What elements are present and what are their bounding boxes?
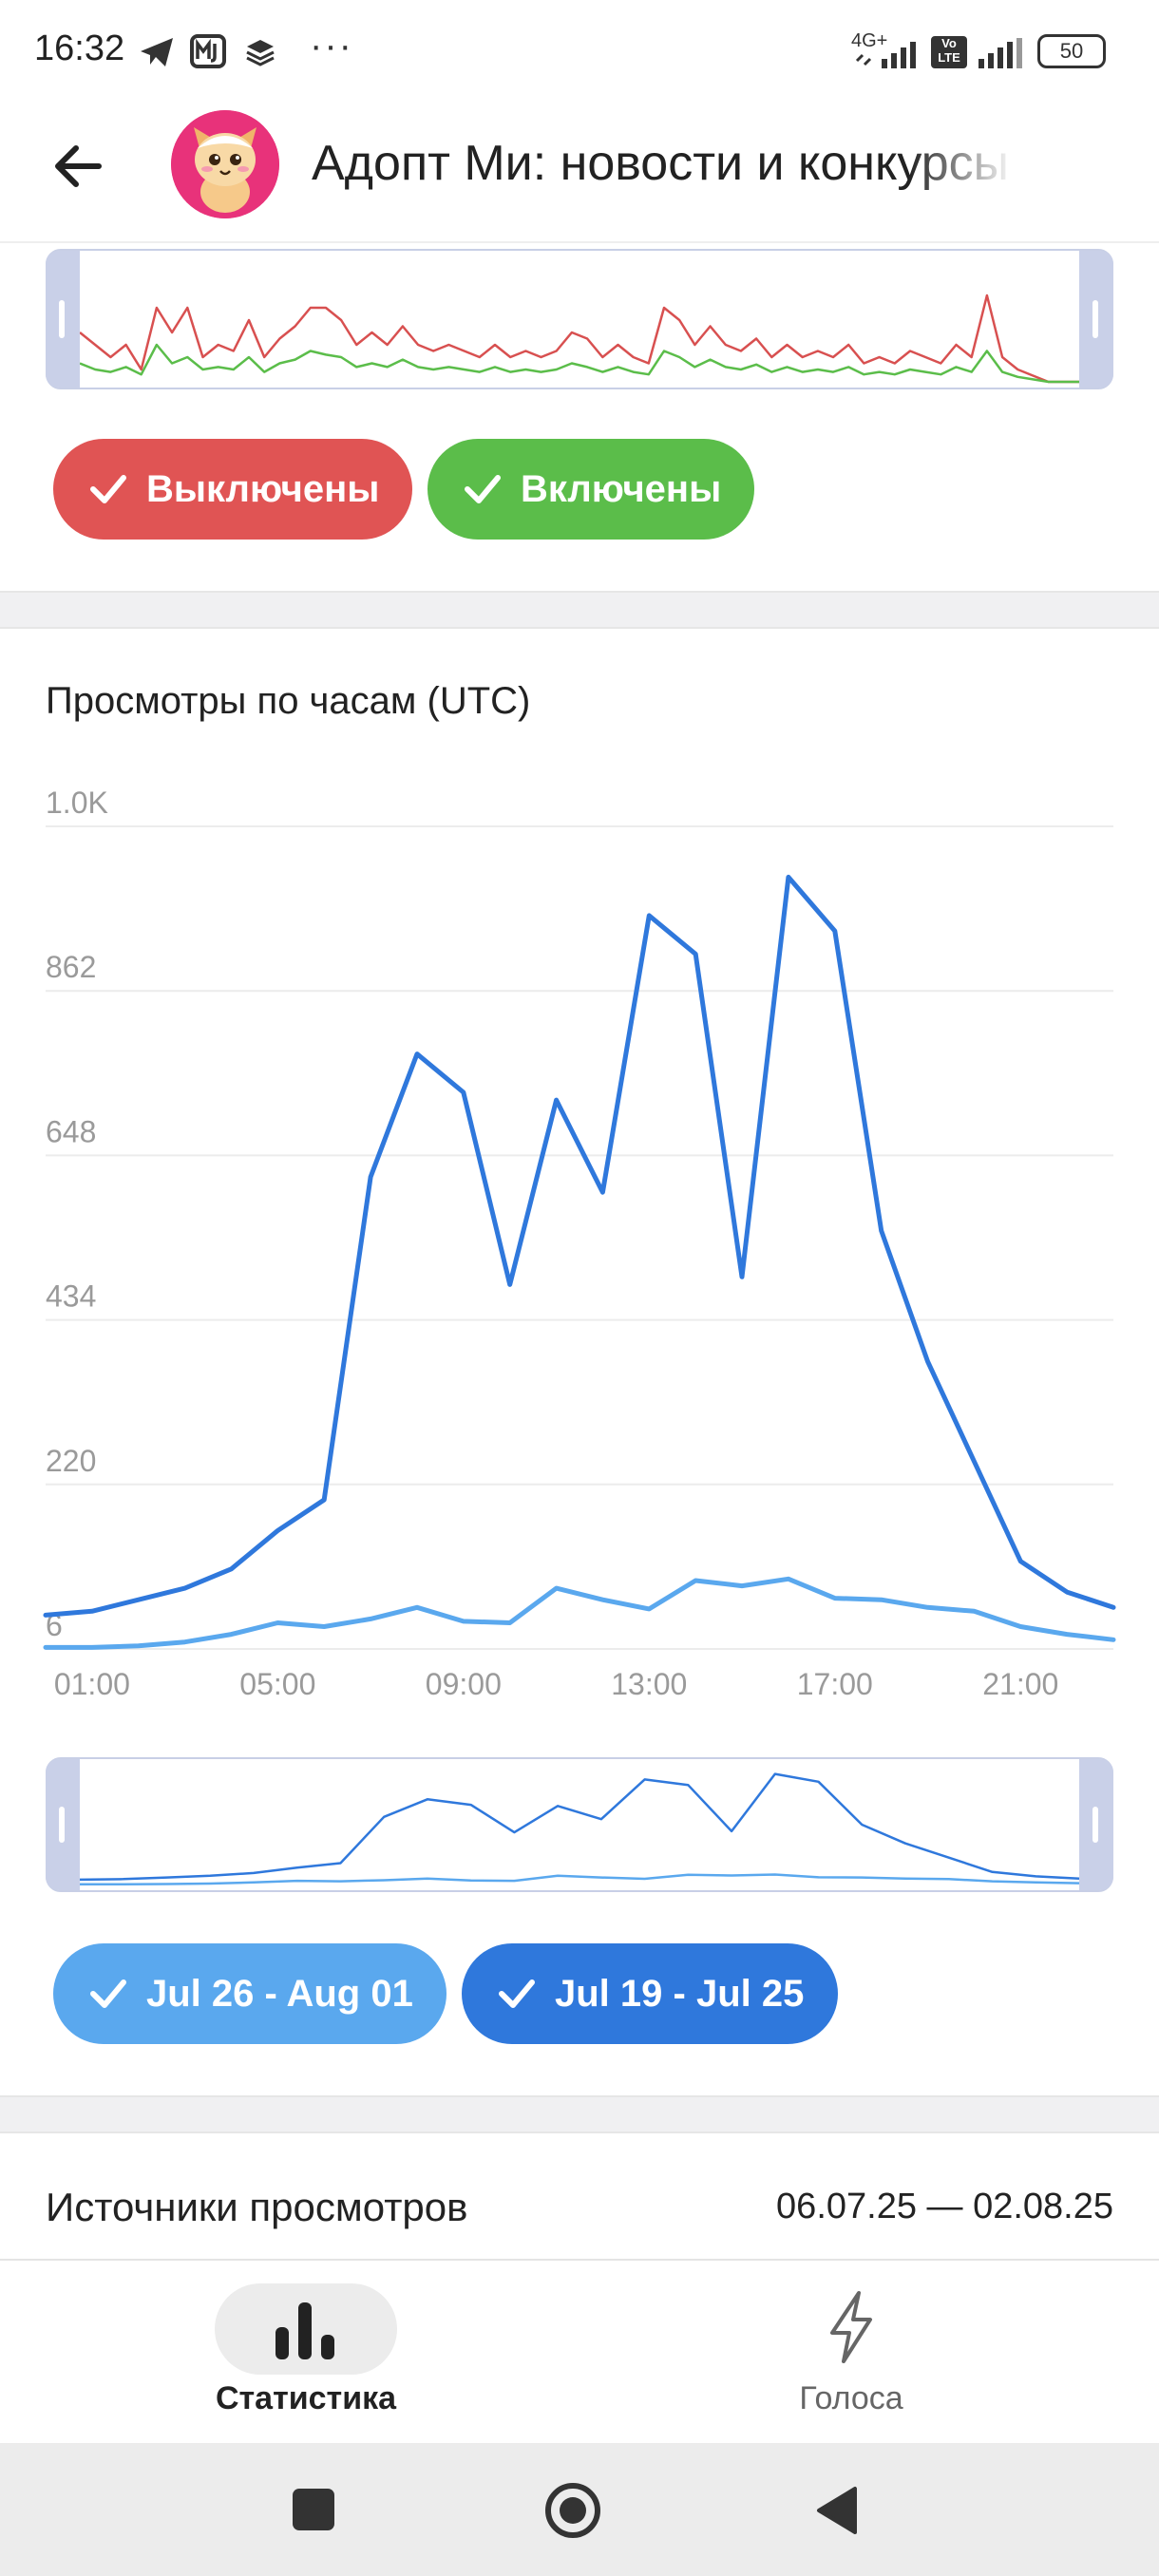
toggle-enabled-label: Включены xyxy=(521,467,722,510)
overview-series-0 xyxy=(80,294,1079,384)
hourly-views-title: Просмотры по часам (UTC) xyxy=(46,680,531,722)
view-sources-title: Источники просмотров xyxy=(46,2185,468,2229)
layers-icon xyxy=(246,40,275,66)
legend-jul19-jul25-button[interactable]: Jul 19 - Jul 25 xyxy=(462,1943,838,2044)
legend-label: Jul 19 - Jul 25 xyxy=(555,1972,805,2015)
range-handle-right[interactable] xyxy=(1079,251,1113,388)
hourly-series-0 xyxy=(43,874,1116,1618)
back-arrow-icon[interactable] xyxy=(46,133,112,199)
network-type: 4G+ xyxy=(851,30,888,51)
lightning-icon[interactable] xyxy=(823,2289,880,2365)
toggle-disabled-button[interactable]: Выключены xyxy=(53,439,412,540)
section-divider xyxy=(0,2095,1159,2133)
y-tick-label: 1.0K xyxy=(46,786,108,820)
range-handle-left[interactable] xyxy=(46,251,80,388)
toggle-enabled-button[interactable]: Включены xyxy=(428,439,754,540)
y-tick-label: 648 xyxy=(46,1114,96,1148)
section-divider xyxy=(0,591,1159,629)
telegram-icon xyxy=(141,38,173,66)
signal-icon-2 xyxy=(978,38,1022,68)
date-range: 06.07.25 — 02.08.25 xyxy=(776,2187,1113,2226)
battery-icon: 50 xyxy=(1037,34,1106,68)
x-tick-label: 05:00 xyxy=(239,1667,315,1700)
mini-series-1 xyxy=(80,1873,1079,1886)
y-tick-label: 434 xyxy=(46,1279,96,1314)
overview-line-chart xyxy=(80,294,1079,384)
channel-avatar[interactable] xyxy=(171,110,279,218)
hourly-series-1 xyxy=(43,1576,1116,1650)
overview-series-1 xyxy=(80,343,1079,384)
x-tick-label: 13:00 xyxy=(611,1667,687,1700)
signal-icon xyxy=(855,42,916,68)
y-tick-label: 862 xyxy=(46,950,96,984)
checkmark-icon xyxy=(90,1979,126,2008)
volte-badge: Vo LTE xyxy=(931,36,967,68)
x-tick-label: 21:00 xyxy=(982,1667,1058,1700)
bar-chart-icon[interactable] xyxy=(272,2299,340,2361)
x-tick-label: 01:00 xyxy=(54,1667,130,1700)
more-icon: ··· xyxy=(310,25,353,66)
circle-home-icon[interactable] xyxy=(543,2481,602,2540)
y-tick-label: 220 xyxy=(46,1444,96,1478)
mini-series-0 xyxy=(80,1772,1079,1882)
range-handle-left[interactable] xyxy=(46,1759,80,1890)
nav-votes-label[interactable]: Голоса xyxy=(799,2380,903,2416)
x-tick-label: 17:00 xyxy=(797,1667,873,1700)
mj-icon xyxy=(190,34,226,68)
checkmark-icon xyxy=(90,475,126,503)
range-selector-hourly[interactable] xyxy=(46,1757,1113,1892)
triangle-back-icon[interactable] xyxy=(813,2485,861,2536)
checkmark-icon xyxy=(499,1979,535,2008)
x-tick-label: 09:00 xyxy=(426,1667,502,1700)
legend-jul26-aug01-button[interactable]: Jul 26 - Aug 01 xyxy=(53,1943,446,2044)
status-time: 16:32 xyxy=(34,28,125,68)
nav-statistics-label[interactable]: Статистика xyxy=(215,2380,397,2416)
toggle-disabled-label: Выключены xyxy=(146,467,380,510)
hourly-mini-chart xyxy=(80,1772,1079,1886)
checkmark-icon xyxy=(465,475,501,503)
bottom-navigation xyxy=(0,2259,1159,2445)
cat-mascot-icon xyxy=(171,110,279,218)
square-icon[interactable] xyxy=(291,2487,338,2534)
legend-label: Jul 26 - Aug 01 xyxy=(146,1972,413,2015)
range-handle-right[interactable] xyxy=(1079,1759,1113,1890)
channel-title: Адопт Ми: новости и конкурсы xyxy=(312,136,1010,191)
